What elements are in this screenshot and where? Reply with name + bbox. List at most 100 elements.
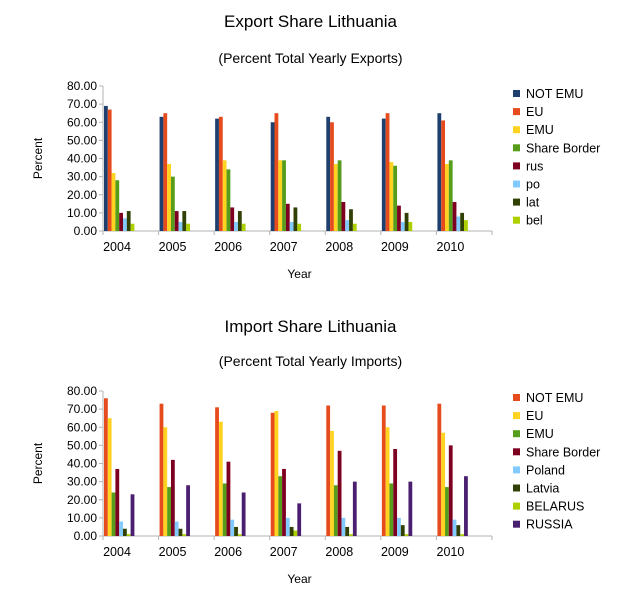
bar	[282, 468, 286, 536]
chart-subtitle: (Percent Total Yearly Imports)	[218, 353, 403, 369]
x-tick-label: 2008	[325, 240, 353, 254]
bar	[437, 113, 442, 231]
bar	[119, 212, 123, 231]
y-tick-label: 60.00	[67, 115, 97, 129]
bar	[456, 216, 461, 231]
bar	[222, 483, 227, 536]
y-tick-label: 50.00	[67, 133, 97, 147]
legend-swatch	[513, 412, 520, 420]
chart-title: Import Share Lithuania	[224, 317, 397, 336]
bar	[218, 421, 223, 536]
legend-swatch	[513, 144, 520, 152]
y-tick-label: 20.00	[67, 493, 97, 507]
legend-label: Share Border	[526, 445, 600, 459]
bar	[393, 165, 398, 231]
legend-swatch	[513, 108, 520, 116]
bar	[333, 163, 338, 231]
legend-swatch	[513, 520, 520, 528]
bar	[330, 122, 334, 231]
bar	[341, 202, 346, 231]
bar	[400, 221, 405, 231]
bar	[186, 223, 190, 231]
legend-label: EMU	[526, 123, 554, 137]
bar	[130, 223, 135, 231]
y-tick-label: 80.00	[67, 384, 97, 398]
x-tick-label: 2006	[214, 545, 242, 559]
y-tick-label: 40.00	[67, 457, 97, 471]
bar	[230, 519, 235, 536]
bar	[297, 503, 302, 536]
x-tick-label: 2005	[159, 240, 187, 254]
bar	[107, 418, 112, 536]
bar	[234, 526, 238, 536]
legend-swatch	[513, 90, 520, 97]
legend-label: bel	[526, 214, 543, 228]
bar	[389, 483, 394, 536]
legend-swatch	[513, 484, 520, 492]
bar	[226, 461, 231, 536]
bar	[285, 517, 290, 536]
bar	[130, 494, 135, 536]
bar	[445, 163, 449, 231]
bar	[159, 116, 164, 231]
bar	[385, 113, 390, 231]
bar	[170, 176, 175, 231]
bar	[159, 403, 164, 536]
bar	[352, 223, 357, 231]
bar	[456, 525, 461, 536]
bar	[385, 427, 390, 536]
bar	[182, 534, 187, 536]
y-tick-label: 20.00	[67, 188, 97, 202]
y-axis-label: Percent	[31, 442, 45, 484]
bar	[381, 405, 386, 536]
bar	[289, 526, 294, 536]
bar	[274, 113, 279, 231]
bar	[452, 202, 457, 231]
y-tick-label: 70.00	[67, 402, 97, 416]
legend-label: Latvia	[526, 482, 559, 496]
legend-swatch	[513, 198, 520, 206]
bar	[274, 410, 279, 536]
legend-label: po	[526, 178, 540, 192]
legend-swatch	[513, 216, 520, 224]
import-chart-svg: 0.00 10.00 20.00 30.00 40.00 50.00 60.00 70.00 8…	[31, 384, 600, 586]
bar	[441, 120, 446, 231]
bar	[241, 492, 246, 536]
x-axis-label: Year	[287, 267, 311, 281]
bar	[337, 450, 342, 536]
bar	[278, 476, 283, 536]
bar	[282, 160, 286, 231]
chart-title: Export Share Lithuania	[224, 12, 397, 31]
bar	[115, 468, 120, 536]
bar	[163, 427, 168, 536]
y-tick-label: 70.00	[67, 97, 97, 111]
bar	[123, 528, 127, 536]
bar	[293, 207, 298, 231]
legend-label: Poland	[526, 463, 565, 477]
bar	[230, 207, 235, 231]
bar	[297, 223, 302, 231]
bar	[167, 487, 171, 536]
bar	[404, 534, 409, 536]
bar	[464, 220, 468, 231]
bar	[111, 173, 116, 231]
bar	[107, 109, 112, 231]
bar	[337, 160, 342, 231]
y-tick-label: 10.00	[67, 206, 97, 220]
bar	[170, 459, 175, 536]
bar	[126, 534, 131, 536]
export-chart-svg: 0.00 10.00 20.00 30.00 40.00 50.00 60.00 70.00 8…	[31, 79, 600, 281]
bar	[241, 223, 246, 231]
y-tick-label: 60.00	[67, 420, 97, 434]
y-tick-label: 50.00	[67, 438, 97, 452]
bar	[437, 403, 442, 536]
bar	[349, 534, 353, 536]
legend-label: EU	[526, 105, 543, 119]
bar	[104, 398, 108, 536]
x-axis-label: Year	[287, 572, 311, 586]
bar	[389, 162, 394, 231]
x-tick-label: 2004	[103, 240, 131, 254]
chart-subtitle: (Percent Total Yearly Exports)	[218, 50, 403, 66]
bar	[111, 492, 116, 536]
bar	[341, 517, 346, 536]
